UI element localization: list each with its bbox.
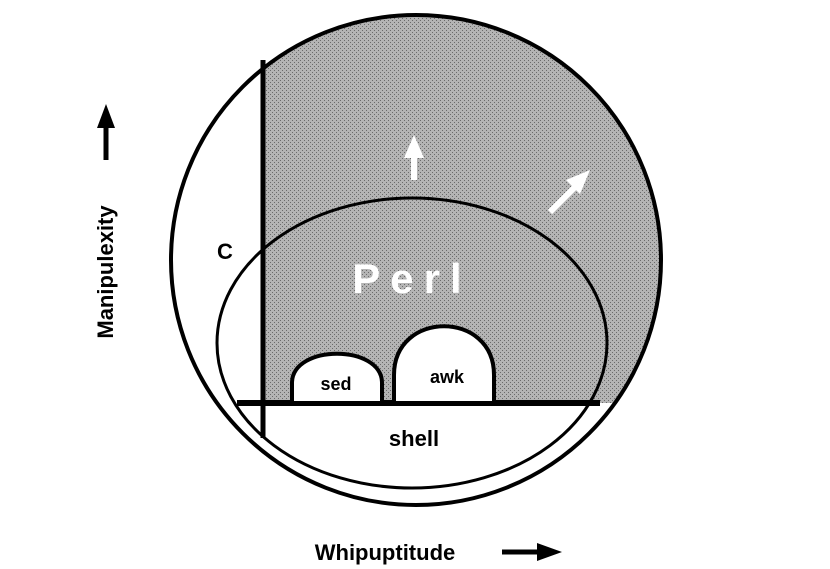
region-label-sed: sed [320, 374, 351, 394]
sed-hump [290, 351, 384, 405]
y-axis-arrow-icon [97, 104, 115, 160]
outer-circle [169, 13, 663, 507]
awk-hump [392, 324, 496, 405]
region-label-c: C [217, 239, 233, 264]
x-axis-label: Whipuptitude [315, 540, 456, 565]
y-axis-label: Manipulexity [93, 205, 118, 339]
x-axis-arrow-icon [502, 543, 562, 561]
region-label-awk: awk [430, 367, 465, 387]
region-label-perl: Perl [352, 255, 471, 302]
region-label-shell: shell [389, 426, 439, 451]
perl-ellipse [215, 196, 609, 490]
diagonal-arrow-icon [547, 170, 590, 215]
up-arrow-icon [404, 135, 424, 180]
